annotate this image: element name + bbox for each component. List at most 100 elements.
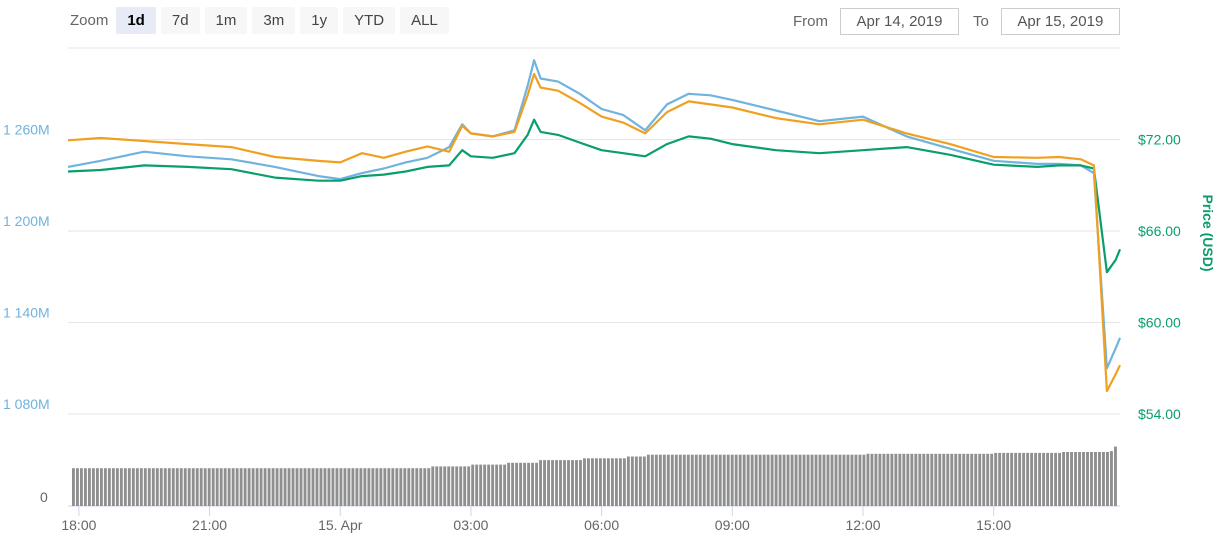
volume-bar <box>962 453 966 506</box>
volume-bar <box>363 468 367 506</box>
volume-bar <box>722 454 726 506</box>
volume-bar <box>770 454 774 506</box>
volume-bar <box>535 462 538 506</box>
volume-bar <box>674 454 678 506</box>
zoom-7d-button[interactable]: 7d <box>160 6 200 34</box>
volume-bar <box>263 468 267 506</box>
volume-bar <box>171 468 175 506</box>
volume-bar <box>351 468 355 506</box>
volume-bar <box>275 468 279 506</box>
volume-bar <box>942 453 946 506</box>
volume-bar <box>511 462 515 506</box>
price-btc-line <box>67 118 1122 274</box>
volume-bar <box>762 454 766 506</box>
range-to: To Apr 15, 2019 <box>973 7 1120 35</box>
volume-bar <box>1030 452 1034 506</box>
volume-bar <box>810 454 814 506</box>
volume-bar <box>519 462 523 506</box>
volume-bar <box>1074 452 1077 506</box>
volume-bar <box>155 468 159 506</box>
volume-bar <box>1050 452 1054 506</box>
x-axis-tick: 12:00 <box>845 517 880 533</box>
volume-bar <box>479 464 483 506</box>
volume-bar <box>850 454 854 506</box>
volume-bar <box>203 468 207 506</box>
volume-bar <box>427 468 431 506</box>
volume-bar <box>610 458 614 506</box>
volume-bar <box>443 466 447 506</box>
zoom-all-button[interactable]: ALL <box>400 6 449 34</box>
volume-bar <box>690 454 694 506</box>
volume-bar <box>143 468 147 506</box>
volume-bar <box>1046 452 1050 506</box>
to-date-input[interactable]: Apr 15, 2019 <box>1000 7 1120 35</box>
volume-bar <box>806 454 810 506</box>
volume-bar <box>319 468 323 506</box>
volume-bar <box>163 468 167 506</box>
volume-bar <box>547 460 550 506</box>
volume-bar <box>219 468 223 506</box>
volume-bar <box>107 468 111 506</box>
volume-bar <box>555 460 558 506</box>
volume-bar <box>1102 452 1105 506</box>
volume-bar <box>471 464 475 506</box>
volume-bar <box>754 454 758 506</box>
from-date-input[interactable]: Apr 14, 2019 <box>840 7 959 35</box>
x-axis-tick: 15:00 <box>976 517 1011 533</box>
volume-bar <box>746 454 750 506</box>
volume-bar <box>403 468 407 506</box>
volume-bar <box>191 468 195 506</box>
market-cap-line <box>67 59 1122 370</box>
volume-bar <box>782 454 786 506</box>
zoom-ytd-button[interactable]: YTD <box>343 6 396 34</box>
volume-bar <box>251 468 255 506</box>
volume-bar <box>838 454 842 506</box>
volume-bar <box>527 462 531 506</box>
volume-bar <box>271 468 275 506</box>
volume-bar <box>423 468 427 506</box>
volume-bar <box>870 453 874 506</box>
volume-bar <box>407 468 411 506</box>
volume-bar <box>778 454 782 506</box>
volume-bar <box>167 468 171 506</box>
volume-bar <box>718 454 722 506</box>
zoom-1m-button[interactable]: 1m <box>204 6 248 34</box>
volume-bar <box>934 453 938 506</box>
volume-bar <box>307 468 311 506</box>
volume-bar <box>507 462 511 506</box>
volume-bar <box>1078 452 1081 506</box>
volume-bar <box>147 468 151 506</box>
volume-bar <box>626 456 630 506</box>
volume-bar <box>1054 452 1058 506</box>
zoom-1y-button[interactable]: 1y <box>300 6 339 34</box>
volume-bar <box>187 468 191 506</box>
volume-bar <box>267 468 271 506</box>
volume-bar <box>227 468 231 506</box>
zoom-3m-button[interactable]: 3m <box>252 6 296 34</box>
volume-bar <box>87 468 91 506</box>
volume-bar <box>602 458 606 506</box>
volume-bar <box>1038 452 1042 506</box>
volume-bar <box>139 468 143 506</box>
volume-bar <box>243 468 247 506</box>
volume-bar <box>1086 452 1089 506</box>
volume-bar <box>499 464 503 506</box>
volume-bar <box>766 454 770 506</box>
volume-bar <box>355 468 359 506</box>
volume-bar <box>127 468 131 506</box>
volume-bar <box>459 466 463 506</box>
volume-bar <box>475 464 479 506</box>
volume-bar <box>259 468 263 506</box>
volume-bar <box>347 468 351 506</box>
volume-bar <box>463 466 467 506</box>
volume-bar <box>431 466 435 506</box>
volume-bar <box>1106 452 1109 506</box>
volume-bar <box>798 454 802 506</box>
volume-bar <box>503 464 507 506</box>
volume-bar <box>315 468 319 506</box>
volume-bar <box>195 468 199 506</box>
volume-bar <box>299 468 303 506</box>
zoom-1d-button[interactable]: 1d <box>116 6 156 34</box>
volume-bar <box>614 458 618 506</box>
volume-bar <box>710 454 714 506</box>
